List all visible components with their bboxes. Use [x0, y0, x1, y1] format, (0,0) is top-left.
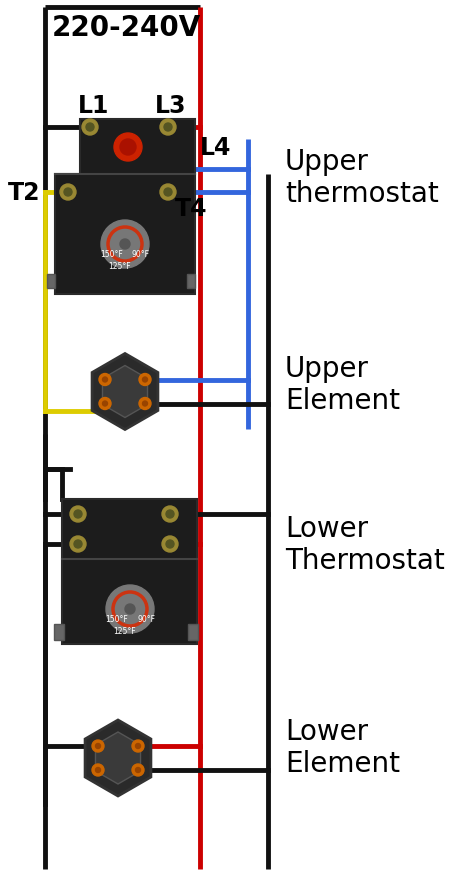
Circle shape: [120, 240, 130, 249]
Text: T4: T4: [175, 197, 208, 221]
Circle shape: [114, 134, 142, 162]
Text: 125°F: 125°F: [113, 627, 136, 636]
Circle shape: [139, 374, 151, 386]
Text: 90°F: 90°F: [132, 249, 150, 258]
FancyBboxPatch shape: [54, 624, 64, 640]
Text: 150°F: 150°F: [100, 249, 123, 258]
Circle shape: [132, 740, 144, 752]
Circle shape: [70, 536, 86, 552]
Circle shape: [139, 398, 151, 410]
Circle shape: [160, 185, 176, 201]
Text: T2: T2: [8, 181, 40, 205]
Text: Lower
Element: Lower Element: [285, 717, 400, 778]
Text: Upper
Element: Upper Element: [285, 355, 400, 415]
Circle shape: [74, 540, 82, 548]
FancyBboxPatch shape: [55, 175, 195, 295]
Circle shape: [64, 189, 72, 197]
Circle shape: [143, 401, 147, 407]
Polygon shape: [85, 721, 151, 797]
Circle shape: [60, 185, 76, 201]
Circle shape: [99, 398, 111, 410]
Text: L1: L1: [78, 94, 109, 118]
Text: L3: L3: [155, 94, 186, 118]
Text: Upper
thermostat: Upper thermostat: [285, 148, 439, 208]
Text: 150°F: 150°F: [105, 614, 128, 623]
Circle shape: [99, 374, 111, 386]
Circle shape: [136, 744, 140, 748]
Circle shape: [136, 768, 140, 772]
Circle shape: [92, 764, 104, 776]
Text: Lower
Thermostat: Lower Thermostat: [285, 514, 445, 575]
Circle shape: [132, 764, 144, 776]
FancyBboxPatch shape: [188, 624, 198, 640]
Text: 220-240V: 220-240V: [52, 14, 201, 42]
Polygon shape: [95, 732, 140, 784]
Circle shape: [162, 536, 178, 552]
Circle shape: [95, 744, 100, 748]
FancyBboxPatch shape: [80, 120, 195, 175]
Circle shape: [160, 120, 176, 136]
Circle shape: [166, 540, 174, 548]
Polygon shape: [92, 354, 158, 430]
FancyBboxPatch shape: [47, 274, 55, 289]
Circle shape: [102, 401, 108, 407]
Circle shape: [162, 506, 178, 522]
Circle shape: [74, 510, 82, 519]
FancyBboxPatch shape: [62, 500, 197, 645]
Circle shape: [82, 120, 98, 136]
Circle shape: [164, 189, 172, 197]
Polygon shape: [102, 366, 147, 418]
Circle shape: [70, 506, 86, 522]
Circle shape: [106, 586, 154, 633]
Circle shape: [101, 221, 149, 269]
Text: 125°F: 125°F: [108, 262, 131, 271]
Circle shape: [102, 377, 108, 383]
Text: 90°F: 90°F: [138, 614, 156, 623]
Circle shape: [95, 768, 100, 772]
Text: L4: L4: [200, 136, 231, 160]
Circle shape: [143, 377, 147, 383]
Circle shape: [125, 604, 135, 614]
Circle shape: [164, 124, 172, 131]
Circle shape: [86, 124, 94, 131]
Circle shape: [166, 510, 174, 519]
Circle shape: [92, 740, 104, 752]
FancyBboxPatch shape: [187, 274, 195, 289]
Circle shape: [120, 139, 136, 156]
